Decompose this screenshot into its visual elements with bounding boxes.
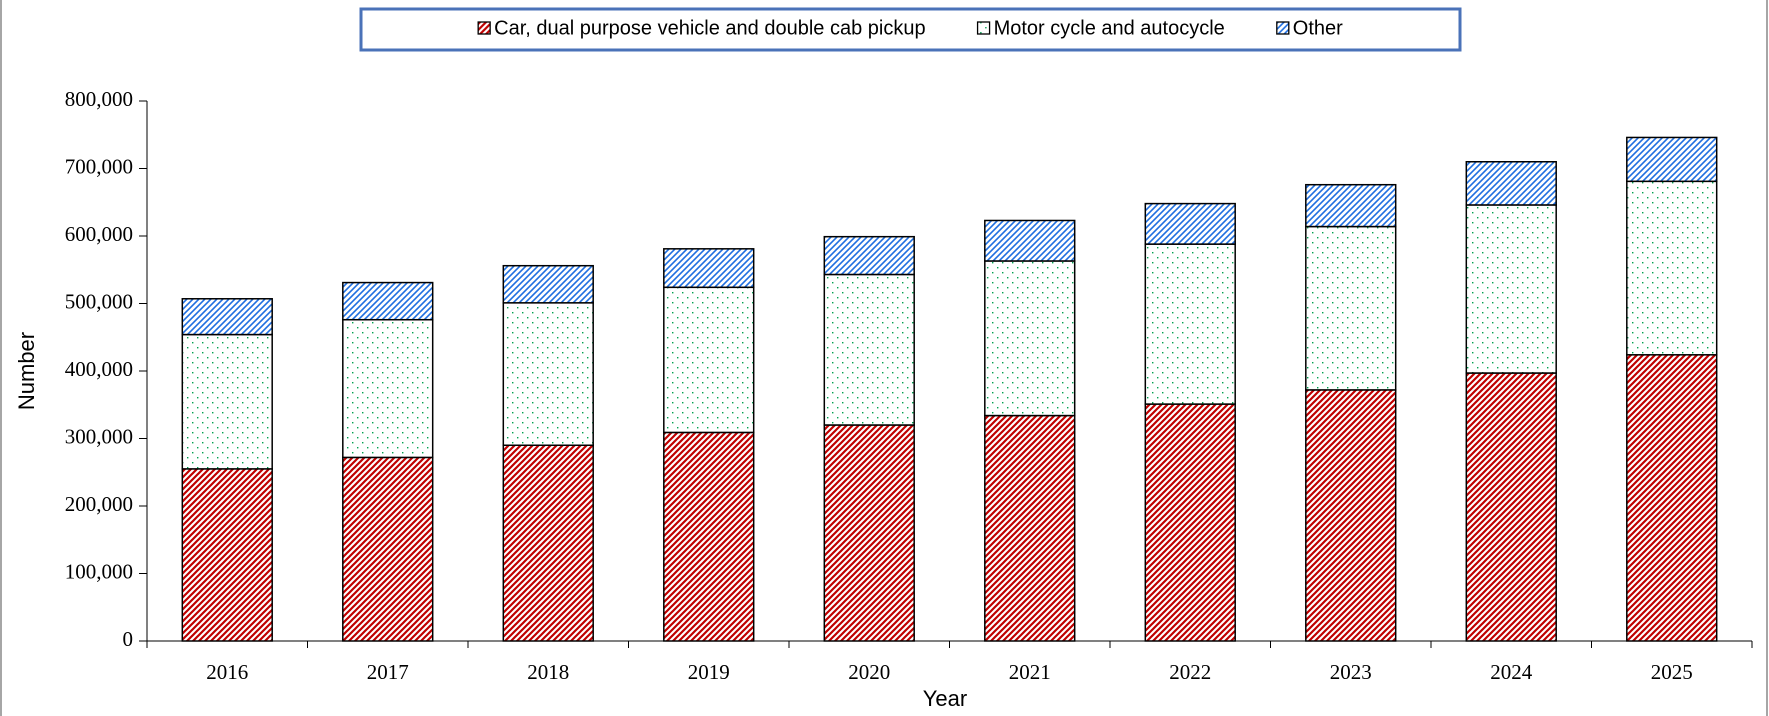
bar-segment [502, 302, 594, 447]
x-tick-label: 2021 [1009, 660, 1051, 684]
legend-label: Other [1293, 17, 1343, 39]
x-axis-title: Year [923, 686, 967, 711]
bar-segment [823, 424, 915, 642]
y-tick-label: 100,000 [65, 559, 133, 583]
bar-segment [1465, 372, 1557, 642]
legend-label: Car, dual purpose vehicle and double cab… [494, 17, 925, 39]
y-tick-label: 800,000 [65, 87, 133, 111]
bar-segment [663, 248, 755, 289]
y-tick-label: 0 [123, 627, 134, 651]
bar-segment [1144, 243, 1236, 405]
bar-segment [181, 298, 273, 336]
bar-segment [823, 273, 915, 426]
bar-segment [342, 281, 434, 321]
y-tick-label: 300,000 [65, 424, 133, 448]
bar-segment [984, 414, 1076, 642]
bar-segment [823, 235, 915, 276]
bar-segment [1626, 180, 1718, 356]
y-tick-label: 600,000 [65, 222, 133, 246]
bar-segment [181, 468, 273, 642]
bar-segment [663, 286, 755, 434]
bar-segment [1626, 354, 1718, 642]
x-tick-label: 2017 [367, 660, 409, 684]
x-tick-label: 2023 [1330, 660, 1372, 684]
legend-item: Other [1276, 17, 1343, 39]
x-tick-label: 2025 [1651, 660, 1693, 684]
bar-segment [502, 444, 594, 642]
bar-segment [1465, 204, 1557, 374]
y-tick-label: 700,000 [65, 154, 133, 178]
x-tick-label: 2016 [206, 660, 248, 684]
bar-segment [181, 333, 273, 470]
bar-segment [1144, 202, 1236, 245]
bar-segment [663, 431, 755, 642]
bar-segment [1465, 161, 1557, 206]
bar-segment [1305, 225, 1397, 391]
legend-swatch [976, 21, 991, 35]
x-tick-label: 2018 [527, 660, 569, 684]
bar-segment [342, 318, 434, 459]
bar-segment [1626, 136, 1718, 183]
bar-segment [984, 260, 1076, 417]
bar-segment [1305, 389, 1397, 642]
legend-label: Motor cycle and autocycle [994, 17, 1225, 39]
bar-segment [1144, 403, 1236, 642]
legend-swatch [1276, 21, 1290, 35]
x-tick-label: 2022 [1169, 660, 1211, 684]
bar-segment [1305, 183, 1397, 228]
y-tick-label: 400,000 [65, 357, 133, 381]
legend-swatch [477, 21, 491, 35]
legend: Car, dual purpose vehicle and double cab… [477, 17, 1343, 39]
legend-item: Motor cycle and autocycle [976, 17, 1225, 39]
y-axis-title: Number [14, 332, 39, 410]
x-tick-label: 2019 [688, 660, 730, 684]
y-tick-label: 200,000 [65, 492, 133, 516]
bar-segment [502, 264, 594, 304]
y-tick-label: 500,000 [65, 289, 133, 313]
x-tick-label: 2020 [848, 660, 890, 684]
bar-segment [342, 456, 434, 642]
x-tick-label: 2024 [1490, 660, 1533, 684]
legend-item: Car, dual purpose vehicle and double cab… [477, 17, 926, 39]
bar-segment [984, 219, 1076, 262]
